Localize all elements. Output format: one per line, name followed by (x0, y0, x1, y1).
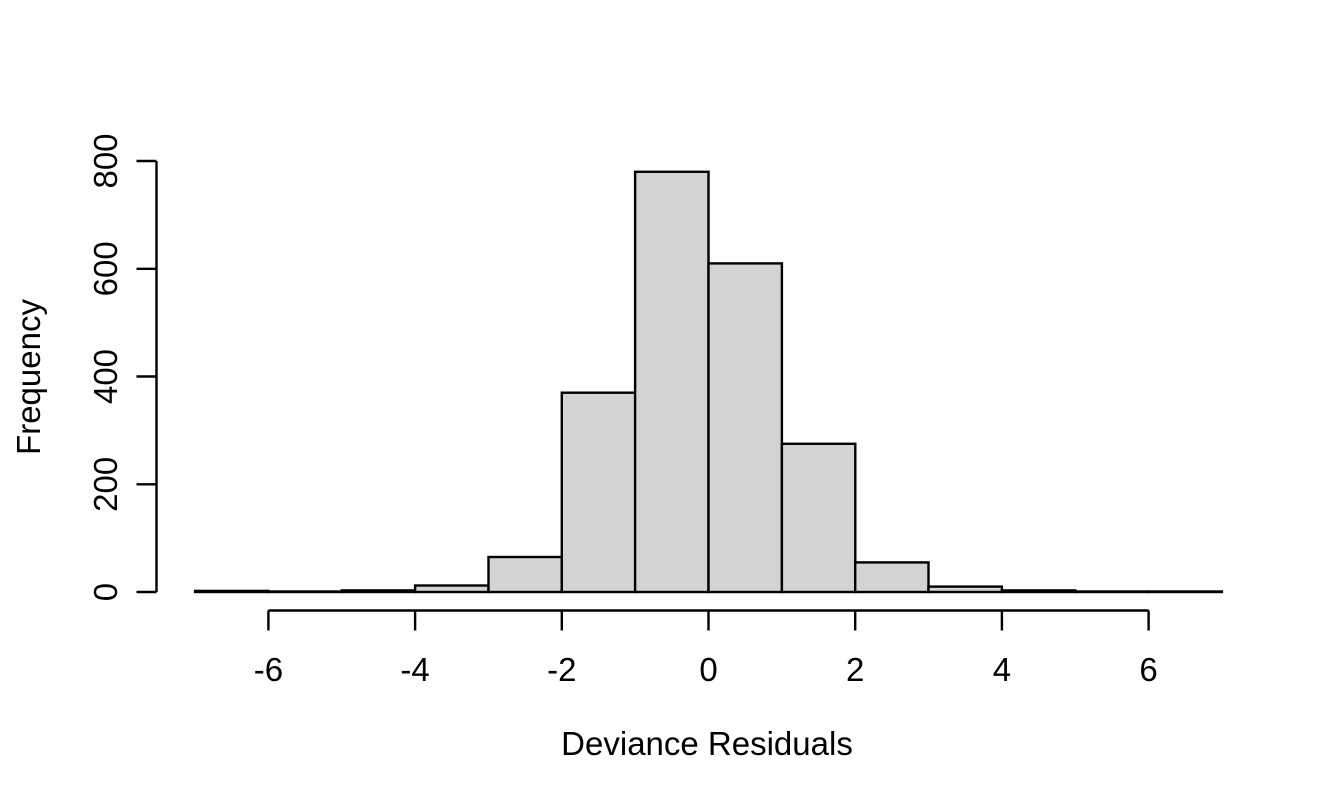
y-tick-label: 400 (87, 349, 124, 404)
y-tick-label: 800 (87, 133, 124, 188)
y-tick-label: 0 (87, 583, 124, 601)
histogram-bar (487, 555, 564, 594)
histogram-bar (927, 585, 1004, 594)
x-tick-label: -6 (254, 651, 283, 688)
y-axis: 0 200 400 600 800 (87, 133, 158, 601)
x-axis: -6 -4 -2 0 2 4 6 (254, 609, 1158, 688)
y-axis-title: Frequency (10, 299, 47, 455)
histogram-bar (1074, 590, 1150, 594)
histogram-bar (267, 590, 343, 594)
bars-group (193, 170, 1224, 594)
x-tick-label: 2 (846, 651, 864, 688)
histogram-bar (413, 584, 490, 594)
histogram-bar (854, 561, 930, 594)
histogram-bar (1000, 589, 1077, 594)
x-tick-label: 4 (993, 651, 1011, 688)
histogram-bar (780, 442, 857, 594)
histogram-bar (193, 589, 270, 594)
x-tick-label: -4 (400, 651, 429, 688)
histogram-bar (707, 262, 784, 594)
y-tick-label: 200 (87, 457, 124, 512)
x-tick-label: 6 (1139, 651, 1157, 688)
x-axis-title: Deviance Residuals (561, 725, 853, 762)
histogram-bar (633, 170, 710, 594)
histogram-bar (560, 391, 637, 594)
histogram-bar (340, 589, 417, 594)
histogram-bar (1147, 590, 1224, 594)
y-tick-label: 600 (87, 241, 124, 296)
x-tick-label: 0 (699, 651, 717, 688)
x-tick-label: -2 (547, 651, 576, 688)
